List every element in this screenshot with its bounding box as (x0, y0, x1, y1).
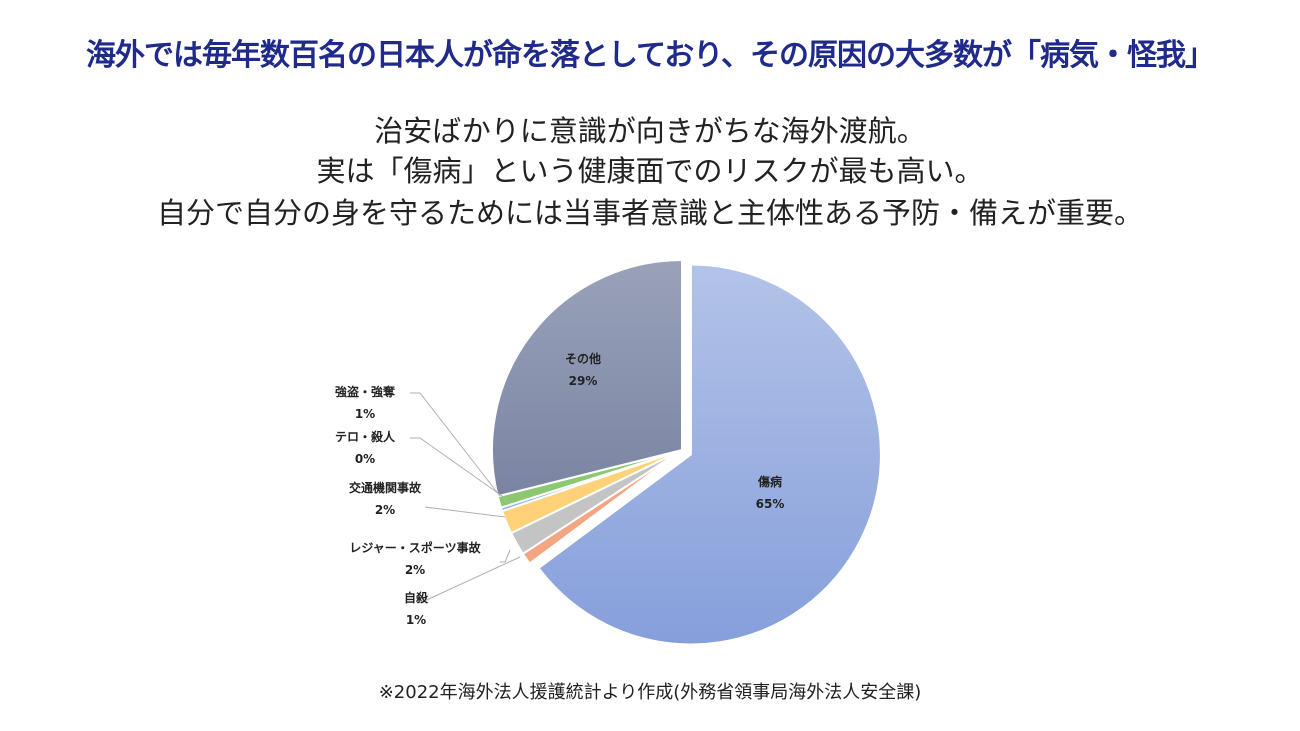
subtitle-line-1: 治安ばかりに意識が向きがちな海外渡航。 (374, 114, 926, 148)
label-other-value: 29% (568, 374, 598, 388)
pie-slice-injury (537, 263, 882, 646)
leader-line-leisure (500, 549, 511, 563)
label-other-name: その他 (564, 352, 601, 366)
leader-line-traffic (424, 506, 506, 518)
label-traffic: 交通機関事故 2% (325, 477, 445, 521)
footnote: ※2022年海外法人援護統計より作成(外務省領事局海外法人安全課) (378, 682, 922, 703)
subtitle-line-2: 実は「傷病」という健康面でのリスクが最も高い。 (316, 154, 984, 188)
label-injury-name: 傷病 (757, 475, 782, 489)
label-leisure: レジャー・スポーツ事故 2% (315, 537, 515, 581)
label-suicide: 自殺 1% (391, 587, 441, 631)
label-terror-name: テロ・殺人 (334, 430, 395, 444)
pie-slice-other (491, 258, 683, 498)
label-terror-value: 0% (354, 452, 376, 466)
label-injury: 傷病 65% (730, 471, 810, 515)
label-suicide-name: 自殺 (403, 591, 428, 605)
headline: 海外では毎年数百名の日本人が命を落としており、その原因の大多数が「病気・怪我」 (86, 38, 1215, 73)
label-terror: テロ・殺人 0% (320, 426, 410, 470)
pie-chart: 傷病 65% 自殺 1% レジャー・スポーツ事故 2% 交通機関事故 2% テロ… (315, 245, 1030, 670)
label-leisure-value: 2% (404, 563, 426, 577)
label-injury-value: 65% (755, 497, 785, 511)
leader-line-suicide (419, 556, 521, 604)
label-traffic-value: 2% (374, 503, 396, 517)
label-robbery-value: 1% (354, 407, 376, 421)
subtitle-line-3: 自分で自分の身を守るためには当事者意識と主体性ある予防・備えが重要。 (156, 196, 1143, 230)
label-traffic-name: 交通機関事故 (348, 481, 421, 495)
leader-line-terror (410, 437, 506, 499)
label-robbery-name: 強盗・強奪 (334, 385, 395, 399)
pie-svg (410, 258, 882, 646)
label-robbery: 強盗・強奪 1% (320, 381, 410, 425)
label-leisure-name: レジャー・スポーツ事故 (349, 541, 481, 555)
leader-line-robbery (410, 392, 501, 497)
label-suicide-value: 1% (405, 613, 427, 627)
label-other: その他 29% (553, 348, 613, 392)
